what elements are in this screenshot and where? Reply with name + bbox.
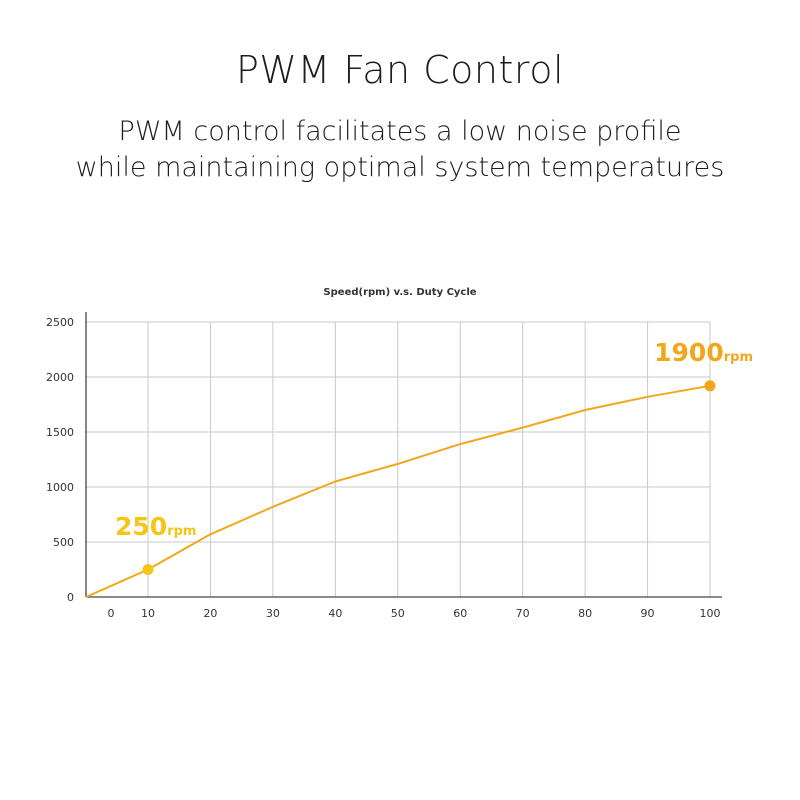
- data-point-label: 1900rpm: [654, 338, 753, 367]
- page-title: PWM Fan Control: [235, 48, 565, 92]
- page-subtitle: PWM control facilitates a low noise prof…: [0, 114, 800, 186]
- x-tick-label: 70: [516, 607, 530, 620]
- subtitle-line-2: while maintaining optimal system tempera…: [75, 152, 725, 183]
- x-tick-label: 80: [578, 607, 592, 620]
- y-tick-label: 2500: [46, 316, 74, 329]
- subtitle-line-1: PWM control facilitates a low noise prof…: [118, 116, 682, 147]
- chart-series: [85, 384, 711, 598]
- y-tick-label: 0: [67, 591, 74, 604]
- chart-title: Speed(rpm) v.s. Duty Cycle: [323, 287, 476, 298]
- data-point-label: 250rpm: [115, 512, 196, 541]
- x-tick-label: 100: [700, 607, 721, 620]
- x-tick-label: 0: [108, 607, 115, 620]
- x-tick-label: 40: [328, 607, 342, 620]
- x-tick-label: 10: [141, 607, 155, 620]
- chart-grid: [86, 321, 711, 597]
- x-tick-label: 20: [203, 607, 217, 620]
- data-point-marker: [142, 564, 154, 575]
- series-line: [85, 384, 711, 598]
- data-point-marker: [704, 380, 716, 392]
- y-tick-label: 2000: [46, 371, 74, 384]
- x-tick-label: 30: [266, 607, 280, 620]
- chart-tick-labels: 0 500 1000 1500 2000 2500 0 10 20 30 40 50 60 70 80 90 1…: [46, 316, 721, 620]
- x-tick-label: 60: [453, 607, 467, 620]
- chart-axes: [85, 312, 722, 598]
- chart-annotations: 250rpm 1900rpm: [115, 338, 753, 575]
- y-tick-label: 500: [53, 536, 74, 549]
- y-tick-label: 1000: [46, 481, 74, 494]
- y-tick-label: 1500: [46, 426, 74, 439]
- x-tick-label: 90: [641, 607, 655, 620]
- x-tick-label: 50: [391, 607, 405, 620]
